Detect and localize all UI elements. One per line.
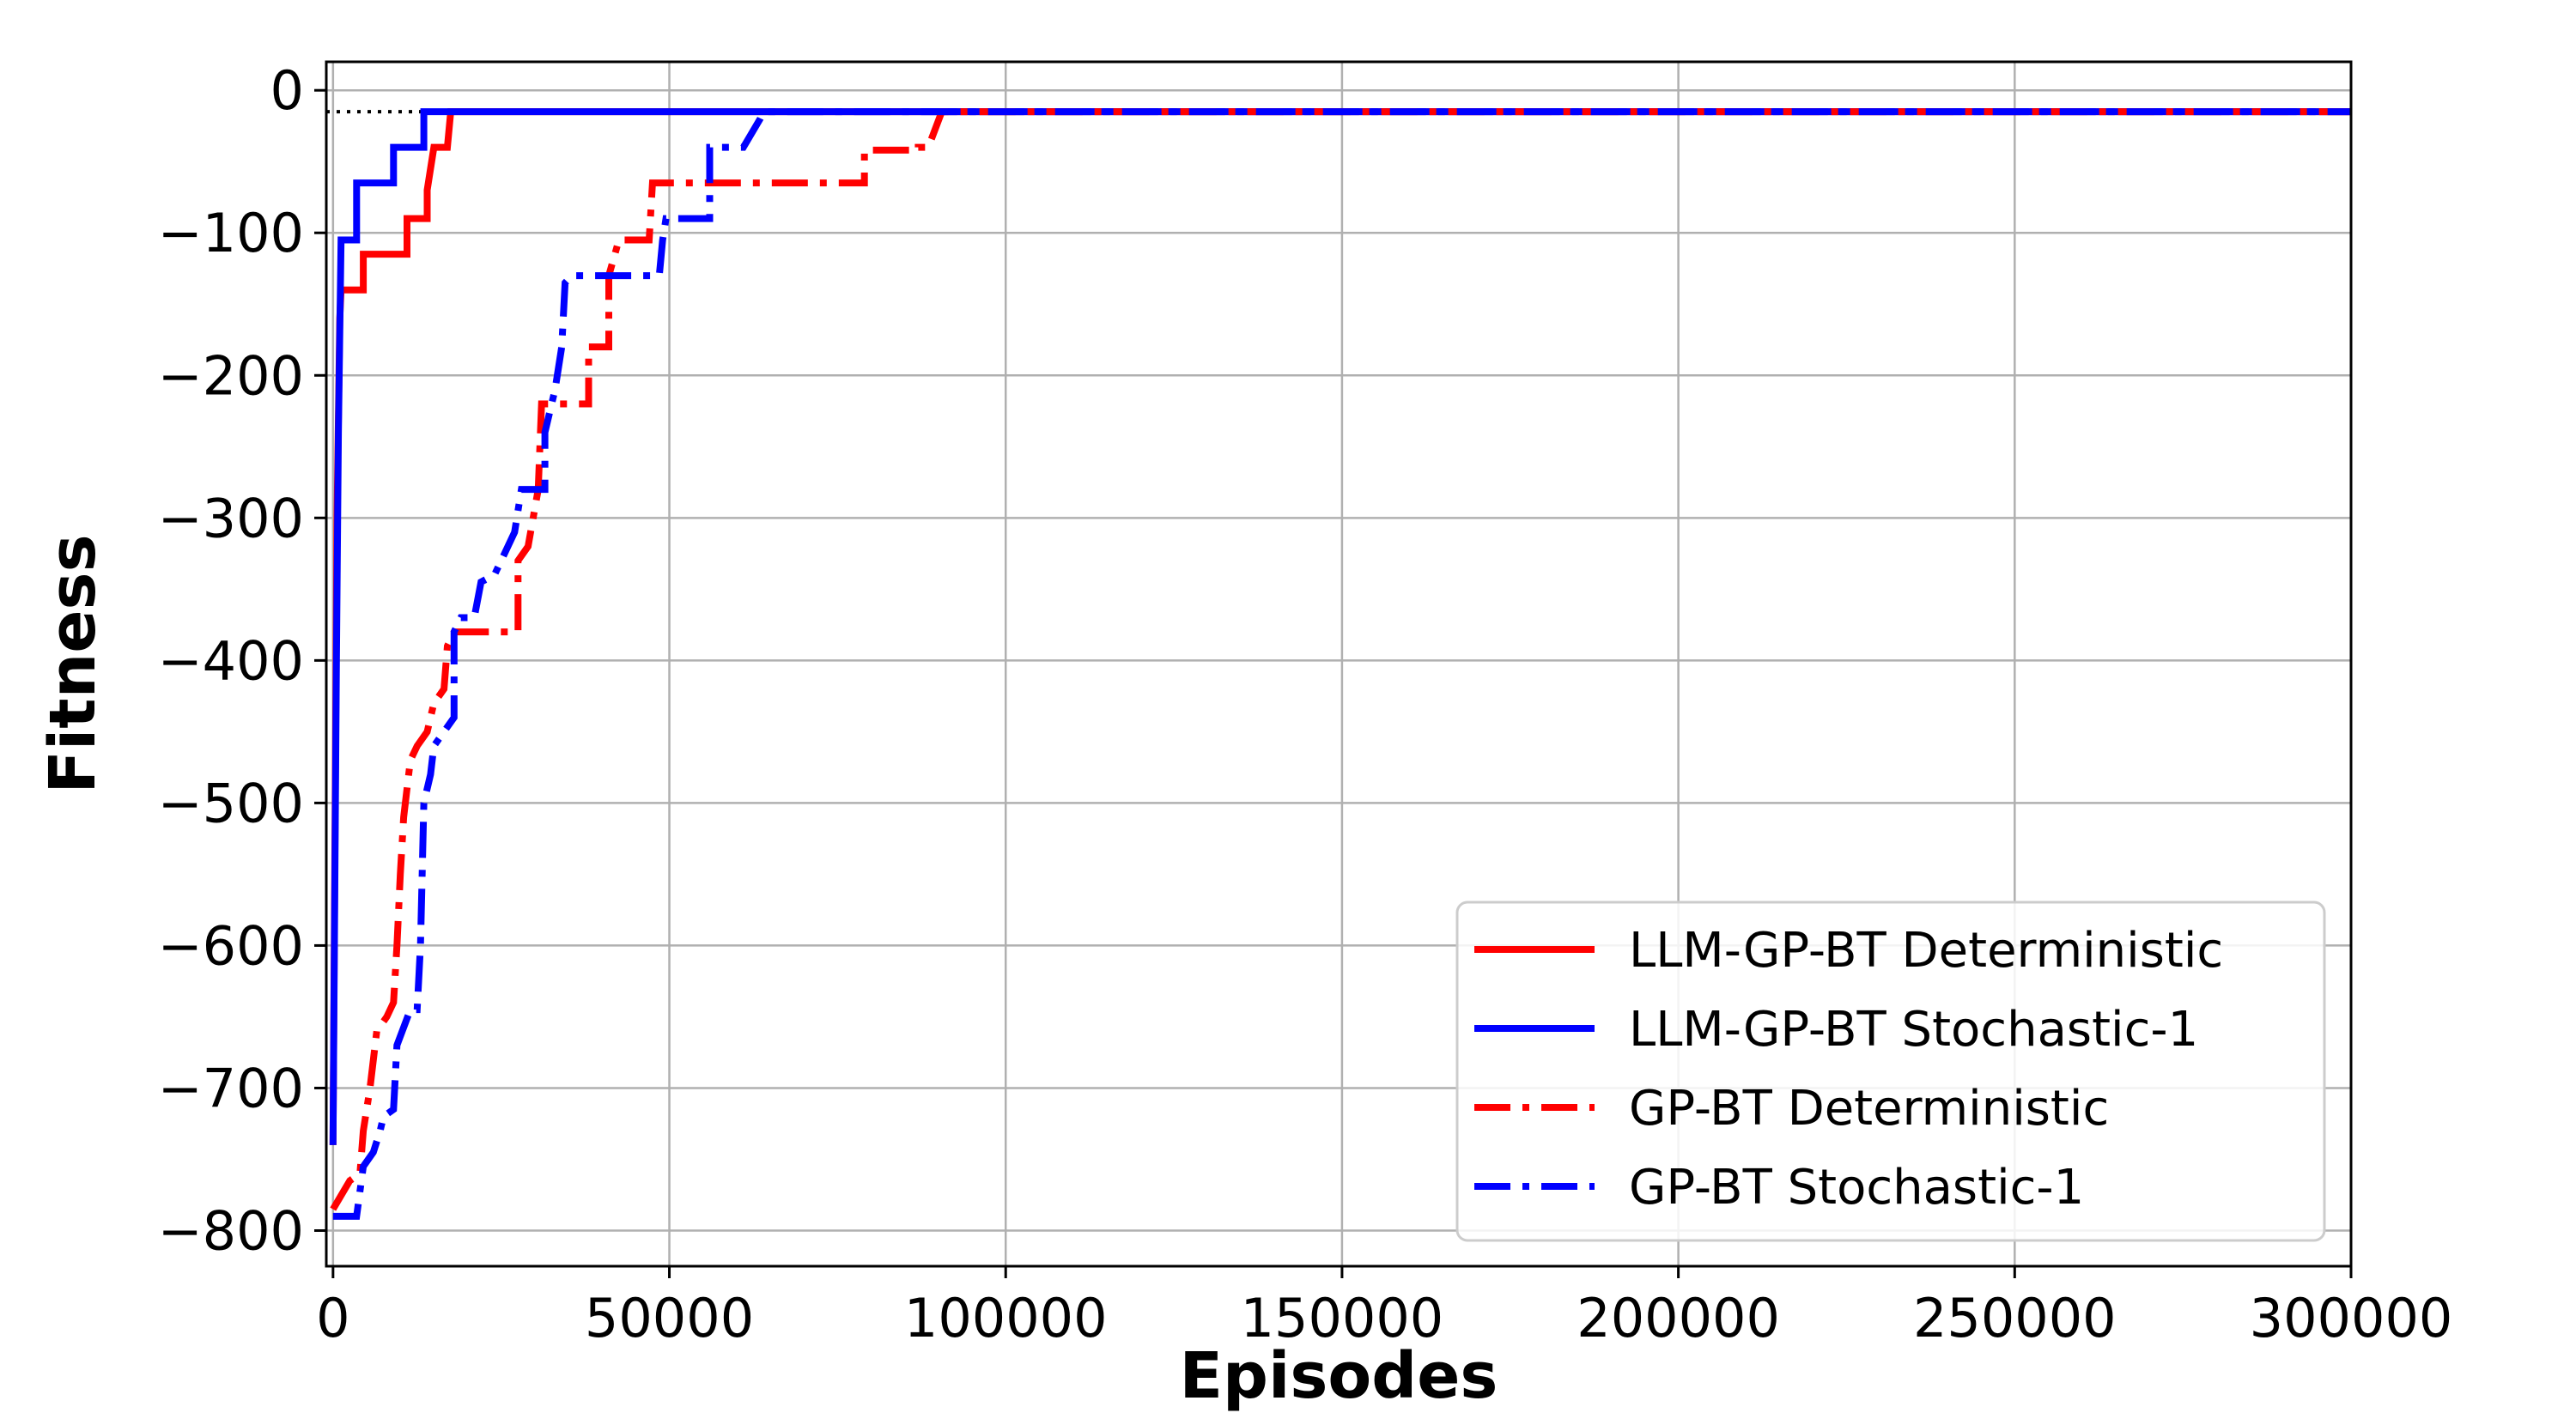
x-tick-label: 50000 — [585, 1287, 754, 1349]
y-tick-label: −700 — [158, 1057, 304, 1119]
legend-label-4: GP-BT Stochastic-1 — [1629, 1160, 2084, 1216]
ticks: 0 50000 100000 150000 200000 250000 300000 0 −10… — [158, 59, 2453, 1349]
legend-label-1: LLM-GP-BT Deterministic — [1629, 923, 2223, 979]
x-axis-title: Episodes — [1180, 1339, 1498, 1413]
x-tick-label: 300000 — [2250, 1287, 2453, 1349]
y-tick-label: −500 — [158, 772, 304, 834]
series-layer — [329, 108, 2351, 1220]
y-tick-label: −400 — [158, 629, 304, 692]
plot-frame — [325, 60, 2353, 1268]
y-tick-label: −100 — [158, 202, 304, 264]
x-tick-label: 150000 — [1241, 1287, 1444, 1349]
x-tick-label: 0 — [316, 1287, 349, 1349]
x-tick-label: 100000 — [904, 1287, 1108, 1349]
y-tick-label: −800 — [158, 1199, 304, 1262]
legend-label-3: GP-BT Deterministic — [1629, 1081, 2109, 1137]
y-tick-label: −300 — [158, 487, 304, 549]
y-tick-label: 0 — [270, 59, 304, 122]
series-line-4 — [332, 108, 2351, 1220]
y-tick-label: −600 — [158, 914, 304, 977]
legend-box — [1455, 901, 2326, 1242]
x-tick-label: 250000 — [1913, 1287, 2117, 1349]
legend-label-2: LLM-GP-BT Stochastic-1 — [1629, 1002, 2198, 1058]
y-tick-label: −200 — [158, 344, 304, 407]
legend: LLM-GP-BT Deterministic LLM-GP-BT Stochas… — [1455, 901, 2326, 1242]
series-line-2 — [329, 108, 2351, 1145]
y-axis-title: Fitness — [36, 534, 110, 793]
series-line-3 — [330, 108, 2351, 1211]
x-tick-label: 200000 — [1577, 1287, 1780, 1349]
